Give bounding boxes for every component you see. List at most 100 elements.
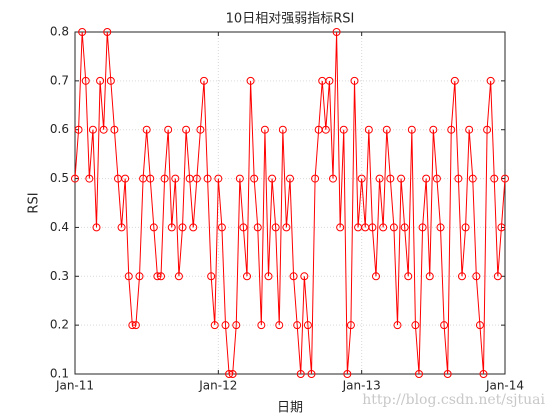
x-axis-label: 日期 xyxy=(277,401,303,416)
marker xyxy=(196,125,205,134)
y-tick-label: 0.4 xyxy=(50,220,69,234)
marker xyxy=(493,272,502,281)
marker xyxy=(339,125,348,134)
marker xyxy=(103,28,112,36)
marker xyxy=(167,223,176,232)
marker xyxy=(221,321,230,330)
marker xyxy=(432,174,441,183)
marker xyxy=(422,174,431,183)
marker xyxy=(486,76,495,85)
marker xyxy=(121,174,130,183)
marker xyxy=(85,174,94,183)
marker xyxy=(375,174,384,183)
marker xyxy=(74,125,83,134)
marker xyxy=(465,125,474,134)
marker xyxy=(124,272,133,281)
marker xyxy=(96,76,105,85)
marker xyxy=(461,223,470,232)
marker xyxy=(440,321,449,330)
marker xyxy=(174,272,183,281)
marker xyxy=(142,125,151,134)
marker xyxy=(407,125,416,134)
marker xyxy=(415,370,423,378)
marker xyxy=(475,321,484,330)
marker xyxy=(429,125,438,134)
marker xyxy=(379,223,388,232)
marker xyxy=(300,272,309,281)
marker xyxy=(192,174,201,183)
marker xyxy=(164,125,173,134)
marker xyxy=(483,125,492,134)
axes-box xyxy=(74,31,506,375)
marker xyxy=(450,76,459,85)
marker xyxy=(443,370,452,378)
marker xyxy=(207,272,216,281)
marker xyxy=(92,223,101,232)
marker xyxy=(472,272,481,281)
y-tick-label: 0.8 xyxy=(50,25,69,39)
marker xyxy=(350,76,359,85)
marker xyxy=(425,272,434,281)
marker xyxy=(135,272,144,281)
marker xyxy=(189,223,198,232)
marker xyxy=(458,272,466,281)
marker xyxy=(282,223,291,232)
marker xyxy=(131,321,140,330)
marker xyxy=(357,174,366,183)
marker xyxy=(397,174,406,183)
y-tick-label: 0.3 xyxy=(50,269,69,283)
marker xyxy=(454,174,463,183)
marker xyxy=(289,272,298,281)
marker xyxy=(271,223,280,232)
marker xyxy=(250,174,259,183)
marker xyxy=(71,174,79,183)
marker xyxy=(246,76,255,85)
marker xyxy=(182,125,191,134)
y-tick-label: 0.2 xyxy=(50,318,69,332)
marker xyxy=(368,223,377,232)
marker xyxy=(214,174,223,183)
marker xyxy=(81,76,90,85)
marker xyxy=(336,223,345,232)
marker xyxy=(400,223,409,232)
marker xyxy=(171,174,180,183)
marker xyxy=(321,125,330,134)
marker xyxy=(303,321,312,330)
marker xyxy=(278,125,287,134)
marker xyxy=(88,125,97,134)
marker xyxy=(468,174,477,183)
marker xyxy=(178,223,187,232)
marker xyxy=(268,174,277,183)
marker xyxy=(393,321,402,330)
marker xyxy=(128,321,137,330)
x-tick-label: Jan-14 xyxy=(485,379,524,393)
marker xyxy=(296,370,305,378)
marker xyxy=(364,125,373,134)
marker xyxy=(239,223,248,232)
marker xyxy=(157,272,165,281)
marker xyxy=(332,28,341,36)
marker xyxy=(386,174,395,183)
marker xyxy=(228,370,237,378)
marker xyxy=(329,174,337,183)
y-tick-label: 0.7 xyxy=(50,73,69,87)
y-tick-label: 0.1 xyxy=(50,367,69,381)
marker xyxy=(232,321,241,330)
marker xyxy=(497,223,506,232)
marker xyxy=(149,223,158,232)
y-tick-label: 0.6 xyxy=(50,122,69,136)
marker xyxy=(146,174,155,183)
marker xyxy=(110,125,119,134)
marker xyxy=(447,125,456,134)
x-tick-label: Jan-11 xyxy=(55,379,94,393)
watermark: http://blog.csdn.net/sjtuai xyxy=(362,392,545,408)
y-tick-label: 0.5 xyxy=(50,171,69,185)
marker xyxy=(346,321,355,330)
marker xyxy=(411,321,420,330)
marker xyxy=(293,321,302,330)
marker xyxy=(311,174,320,183)
marker xyxy=(160,174,169,183)
marker xyxy=(307,370,316,378)
marker xyxy=(389,223,398,232)
